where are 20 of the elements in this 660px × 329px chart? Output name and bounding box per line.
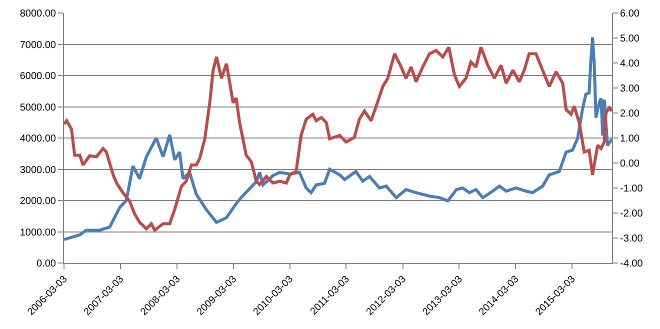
y2-tick-label: -3.00 — [620, 234, 644, 244]
y2-tick-label: 6.00 — [620, 8, 640, 20]
y2-tick-label: 1.00 — [620, 134, 640, 144]
y2-tick-label: 2.00 — [620, 108, 640, 120]
y-tick-label: 7000.00 — [20, 40, 56, 51]
y2-tick-label: -4.00 — [620, 258, 644, 270]
y-tick-label: 5000.00 — [20, 102, 56, 114]
y-tick-label: 4000.00 — [20, 134, 56, 144]
y-tick-label: 3000.00 — [20, 164, 56, 176]
y2-tick-label: -2.00 — [620, 208, 644, 220]
y2-tick-label: 4.00 — [620, 58, 640, 70]
y-tick-label: 6000.00 — [20, 71, 56, 82]
y2-tick-label: 3.00 — [620, 84, 640, 94]
y-tick-label: 0.00 — [36, 258, 56, 270]
y-tick-label: 8000.00 — [20, 8, 56, 20]
y2-tick-label: 0.00 — [620, 158, 640, 170]
y2-tick-label: -1.00 — [620, 184, 644, 194]
y2-tick-label: 5.00 — [620, 34, 640, 44]
y-tick-label: 1000.00 — [20, 227, 56, 238]
y-tick-label: 2000.00 — [20, 196, 56, 207]
